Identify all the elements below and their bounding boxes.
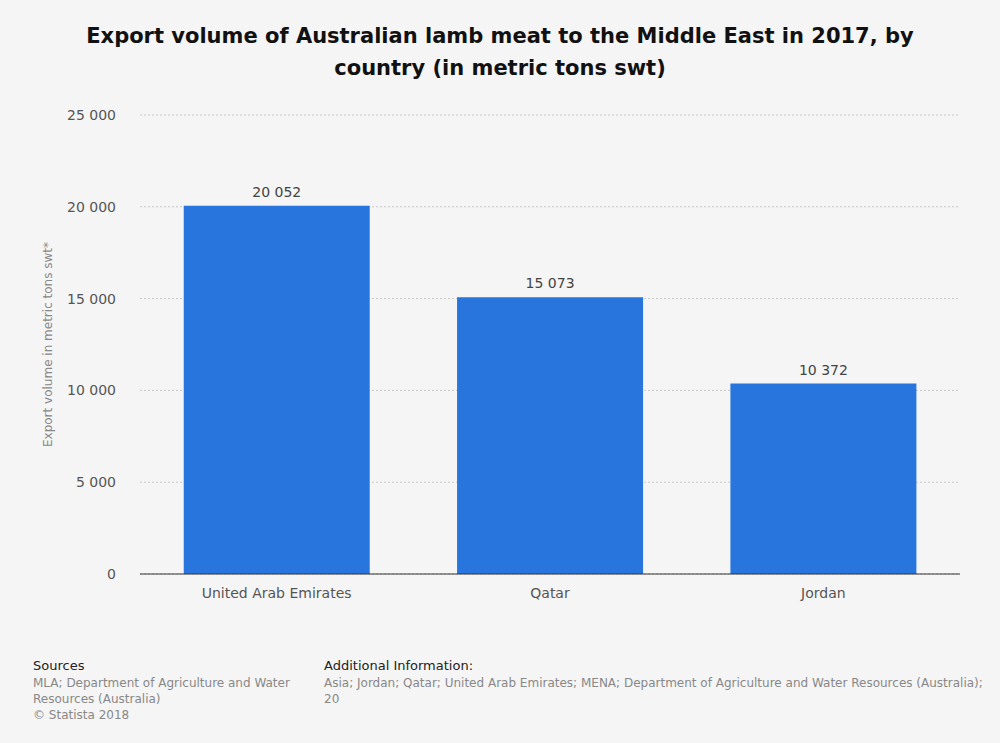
svg-text:15 073: 15 073 [526,275,575,291]
svg-text:United Arab Emirates: United Arab Emirates [202,585,352,601]
html-text:© Statista 2018: © Statista 2018 [33,708,130,722]
html-text:MLA; Department of Agriculture: MLA; Department of Agriculture and Water… [33,676,290,706]
svg-text:10 372: 10 372 [799,362,848,378]
svg-text:5 000: 5 000 [76,474,116,490]
html-text:Asia; Jordan; Qatar; United Ar: Asia; Jordan; Qatar; United Arab Emirate… [324,676,983,706]
svg-text:20 000: 20 000 [67,199,116,215]
svg-text:25 000: 25 000 [67,107,116,123]
svg-text:15 000: 15 000 [67,291,116,307]
svg-text:Export volume in metric tons s: Export volume in metric tons swt* [41,242,55,447]
svg-text:Jordan: Jordan [800,585,846,601]
svg-text:Qatar: Qatar [530,585,570,601]
html-text:Export volume of Australian la: Export volume of Australian lamb meat to… [86,24,914,80]
svg-text:0: 0 [107,566,116,582]
svg-text:10 000: 10 000 [67,382,116,398]
html-text:Additional Information:: Additional Information: [324,658,473,673]
svg-text:20 052: 20 052 [252,184,301,200]
html-text:Sources: Sources [33,658,85,673]
